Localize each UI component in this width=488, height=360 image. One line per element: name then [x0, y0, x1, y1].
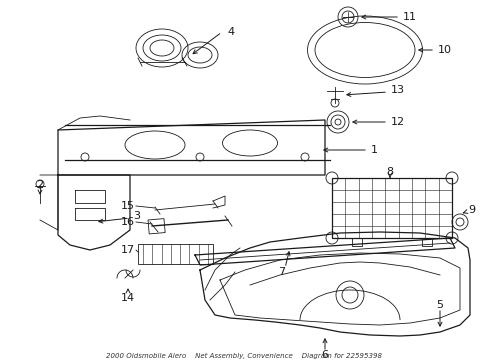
Text: 5: 5 — [436, 300, 443, 310]
Text: 14: 14 — [121, 293, 135, 303]
Text: 1: 1 — [370, 145, 377, 155]
Bar — [148, 219, 165, 234]
Text: 7: 7 — [278, 267, 285, 277]
Text: 13: 13 — [390, 85, 404, 95]
Bar — [138, 244, 213, 264]
Text: 9: 9 — [467, 205, 474, 215]
Text: 3: 3 — [133, 211, 140, 221]
Text: 4: 4 — [226, 27, 234, 37]
Text: 11: 11 — [402, 12, 416, 22]
Text: 6: 6 — [321, 350, 328, 360]
Text: 12: 12 — [390, 117, 404, 127]
Text: 17: 17 — [121, 245, 135, 255]
Text: 15: 15 — [121, 201, 135, 211]
Text: 2: 2 — [37, 180, 43, 190]
Text: 10: 10 — [437, 45, 451, 55]
Bar — [331, 178, 451, 238]
Text: 2000 Oldsmobile Alero    Net Assembly, Convenience    Diagram for 22595398: 2000 Oldsmobile Alero Net Assembly, Conv… — [106, 353, 381, 359]
Text: 16: 16 — [121, 217, 135, 227]
Text: 8: 8 — [386, 167, 393, 177]
